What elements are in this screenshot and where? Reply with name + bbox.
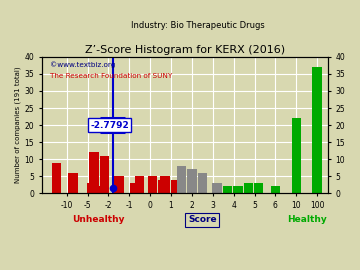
Bar (292, 118, 301, 193)
Bar (177, 166, 186, 193)
Text: Unhealthy: Unhealthy (72, 215, 124, 224)
Bar (254, 183, 264, 193)
Text: Healthy: Healthy (287, 215, 327, 224)
Text: -2.7792: -2.7792 (90, 121, 129, 130)
Bar (187, 170, 197, 193)
Bar (160, 176, 170, 193)
Bar (68, 173, 78, 193)
Bar (98, 187, 107, 193)
Text: Industry: Bio Therapeutic Drugs: Industry: Bio Therapeutic Drugs (131, 21, 265, 30)
Text: Score: Score (188, 215, 217, 224)
Bar (87, 183, 96, 193)
Bar (198, 173, 207, 193)
Bar (223, 187, 232, 193)
Bar (158, 180, 167, 193)
Bar (148, 176, 157, 193)
Bar (51, 163, 61, 193)
Y-axis label: Number of companies (191 total): Number of companies (191 total) (15, 67, 22, 183)
Bar (198, 173, 207, 193)
Bar (135, 176, 144, 193)
Bar (312, 67, 322, 193)
Bar (89, 152, 99, 193)
Bar (212, 183, 222, 193)
Bar (271, 187, 280, 193)
Text: The Research Foundation of SUNY: The Research Foundation of SUNY (50, 73, 172, 79)
Bar (100, 156, 109, 193)
Bar (171, 180, 180, 193)
Bar (244, 183, 253, 193)
Text: ©www.textbiz.org: ©www.textbiz.org (50, 61, 116, 68)
Title: Z’-Score Histogram for KERX (2016): Z’-Score Histogram for KERX (2016) (85, 45, 285, 55)
Bar (114, 176, 123, 193)
Bar (130, 183, 139, 193)
Bar (233, 187, 243, 193)
